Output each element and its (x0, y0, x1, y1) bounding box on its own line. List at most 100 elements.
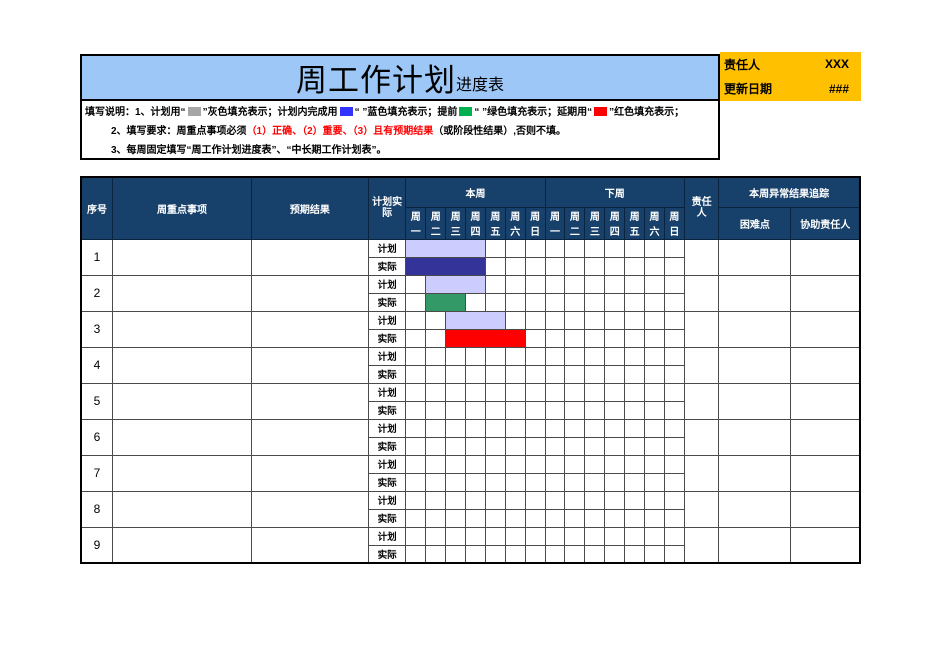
expected-cell[interactable] (251, 238, 369, 276)
gantt-bar-cell[interactable] (465, 256, 486, 276)
plan-label-cell[interactable]: 计划 (367, 490, 407, 510)
difficulty-cell[interactable] (718, 310, 792, 348)
day-cell[interactable] (544, 256, 566, 276)
day-cell[interactable] (445, 436, 467, 456)
actual-label-cell[interactable]: 实际 (367, 472, 407, 492)
day-cell[interactable] (445, 364, 467, 384)
day-cell[interactable] (524, 364, 546, 384)
day-cell[interactable] (465, 454, 486, 474)
day-cell[interactable] (504, 256, 526, 276)
day-cell[interactable] (604, 346, 626, 366)
day-cell[interactable] (564, 454, 586, 474)
gantt-bar-cell[interactable] (445, 310, 467, 330)
day-cell[interactable] (484, 238, 506, 258)
plan-label-cell[interactable]: 计划 (367, 346, 407, 366)
gantt-bar-cell[interactable] (445, 292, 467, 312)
day-cell[interactable] (644, 418, 665, 438)
day-cell[interactable] (564, 436, 586, 456)
day-cell[interactable] (663, 490, 685, 510)
day-cell[interactable] (604, 544, 626, 564)
day-cell[interactable] (604, 400, 626, 420)
day-cell[interactable] (584, 508, 606, 528)
day-cell[interactable] (624, 346, 646, 366)
row-index-cell[interactable]: 1 (80, 238, 113, 276)
day-cell[interactable] (624, 310, 646, 330)
day-cell[interactable] (564, 364, 586, 384)
day-cell[interactable] (405, 508, 427, 528)
day-cell[interactable] (445, 382, 467, 402)
day-cell[interactable] (405, 328, 427, 348)
day-cell[interactable] (405, 274, 427, 294)
header-day[interactable]: 周六 (644, 206, 665, 240)
day-cell[interactable] (405, 310, 427, 330)
day-cell[interactable] (544, 310, 566, 330)
day-cell[interactable] (484, 292, 506, 312)
gantt-bar-cell[interactable] (405, 256, 427, 276)
day-cell[interactable] (445, 508, 467, 528)
item-cell[interactable] (111, 310, 253, 348)
day-cell[interactable] (484, 490, 506, 510)
day-cell[interactable] (425, 436, 447, 456)
day-cell[interactable] (564, 310, 586, 330)
day-cell[interactable] (584, 292, 606, 312)
day-cell[interactable] (544, 292, 566, 312)
expected-cell[interactable] (251, 418, 369, 456)
day-cell[interactable] (544, 346, 566, 366)
header-day[interactable]: 周四 (465, 206, 486, 240)
item-cell[interactable] (111, 382, 253, 420)
day-cell[interactable] (544, 328, 566, 348)
header-day[interactable]: 周二 (425, 206, 447, 240)
header-day[interactable]: 周六 (504, 206, 526, 240)
day-cell[interactable] (484, 256, 506, 276)
day-cell[interactable] (425, 382, 447, 402)
day-cell[interactable] (564, 508, 586, 528)
day-cell[interactable] (524, 382, 546, 402)
day-cell[interactable] (465, 526, 486, 546)
day-cell[interactable] (624, 508, 646, 528)
day-cell[interactable] (604, 436, 626, 456)
gantt-bar-cell[interactable] (504, 328, 526, 348)
day-cell[interactable] (584, 544, 606, 564)
plan-label-cell[interactable]: 计划 (367, 418, 407, 438)
day-cell[interactable] (405, 436, 427, 456)
day-cell[interactable] (564, 400, 586, 420)
gantt-bar-cell[interactable] (445, 328, 467, 348)
day-cell[interactable] (425, 508, 447, 528)
gantt-bar-cell[interactable] (425, 292, 447, 312)
plan-label-cell[interactable]: 计划 (367, 382, 407, 402)
header-day[interactable]: 周五 (624, 206, 646, 240)
header-item[interactable]: 周重点事项 (111, 176, 253, 240)
row-index-cell[interactable]: 3 (80, 310, 113, 348)
day-cell[interactable] (465, 382, 486, 402)
day-cell[interactable] (564, 274, 586, 294)
day-cell[interactable] (663, 526, 685, 546)
day-cell[interactable] (624, 418, 646, 438)
day-cell[interactable] (604, 238, 626, 258)
header-day[interactable]: 周日 (524, 206, 546, 240)
day-cell[interactable] (405, 544, 427, 564)
day-cell[interactable] (584, 400, 606, 420)
plan-label-cell[interactable]: 计划 (367, 310, 407, 330)
day-cell[interactable] (644, 292, 665, 312)
day-cell[interactable] (644, 436, 665, 456)
expected-cell[interactable] (251, 346, 369, 384)
day-cell[interactable] (584, 436, 606, 456)
expected-cell[interactable] (251, 526, 369, 564)
assist-cell[interactable] (790, 454, 861, 492)
item-cell[interactable] (111, 490, 253, 528)
gantt-bar-cell[interactable] (445, 274, 467, 294)
day-cell[interactable] (405, 346, 427, 366)
day-cell[interactable] (465, 436, 486, 456)
assist-cell[interactable] (790, 310, 861, 348)
day-cell[interactable] (544, 238, 566, 258)
difficulty-cell[interactable] (718, 526, 792, 564)
day-cell[interactable] (504, 418, 526, 438)
day-cell[interactable] (425, 400, 447, 420)
day-cell[interactable] (445, 346, 467, 366)
actual-label-cell[interactable]: 实际 (367, 400, 407, 420)
day-cell[interactable] (624, 436, 646, 456)
day-cell[interactable] (644, 328, 665, 348)
day-cell[interactable] (465, 292, 486, 312)
header-day[interactable]: 周三 (445, 206, 467, 240)
day-cell[interactable] (524, 400, 546, 420)
